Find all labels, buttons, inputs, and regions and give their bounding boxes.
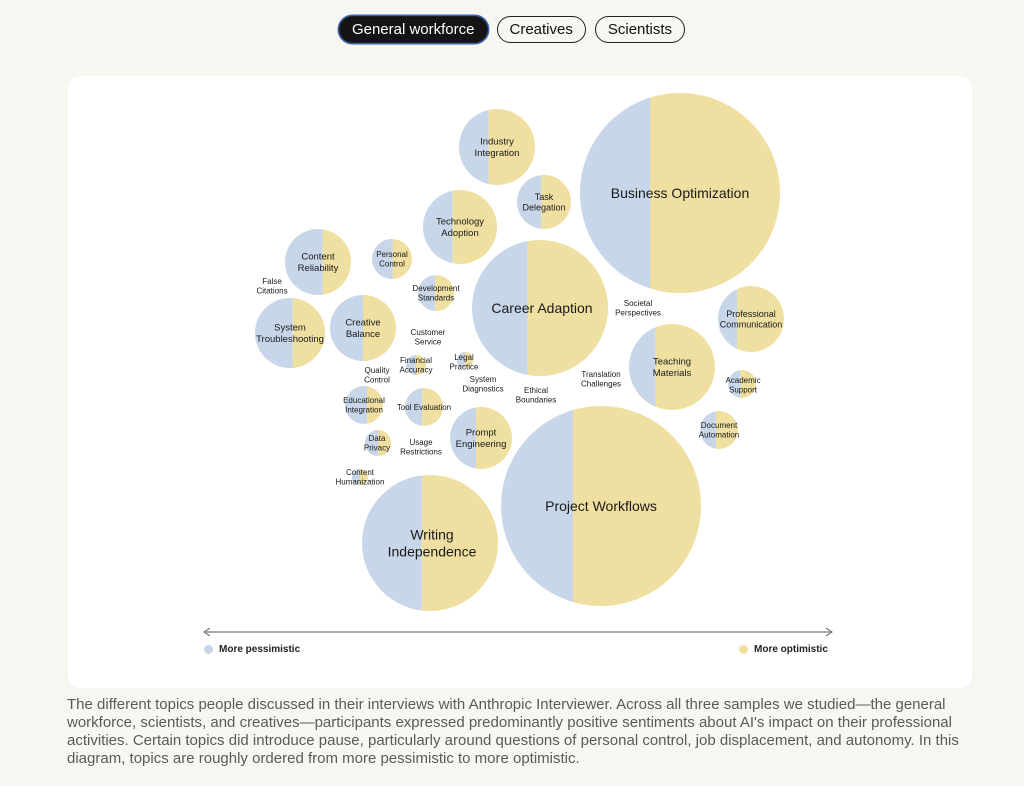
topic-label: Writing Independence — [388, 527, 477, 560]
optimistic-segment — [434, 275, 454, 311]
optimistic-segment — [715, 411, 738, 449]
tab-scientists[interactable]: Scientists — [594, 16, 686, 43]
topic-label: Educational Integration — [343, 396, 385, 415]
topic-label: Task Delegation — [522, 192, 565, 213]
pessimistic-segment — [352, 469, 360, 485]
topic-label: Development Standards — [412, 284, 460, 303]
diagram-card — [68, 76, 972, 688]
pessimistic-segment — [372, 239, 393, 279]
topic-bubble-document-automation — [700, 411, 738, 449]
topic-label: Usage Restrictions — [400, 438, 442, 457]
topic-label: Legal Practice — [450, 353, 479, 372]
topic-label: Quality Control — [364, 366, 390, 385]
legend-pessimistic-label: More pessimistic — [219, 644, 301, 655]
tab-general-workforce[interactable]: General workforce — [338, 16, 488, 43]
optimistic-segment — [422, 388, 443, 426]
optimistic-segment — [392, 239, 412, 279]
pessimistic-segment — [728, 370, 741, 398]
topic-label: Tool Evaluation — [397, 403, 451, 412]
optimistic-segment — [367, 386, 383, 424]
legend-optimistic-label: More optimistic — [754, 644, 828, 655]
topic-label: Academic Support — [725, 376, 760, 395]
topic-label: Ethical Boundaries — [516, 386, 556, 405]
pessimistic-segment — [406, 355, 416, 375]
topic-bubble-educational-integration — [345, 386, 383, 424]
pessimistic-segment — [405, 388, 423, 426]
pessimistic-segment — [718, 286, 738, 352]
topic-label: Societal Perspectives — [615, 299, 661, 318]
optimistic-segment — [740, 370, 756, 398]
pessimistic-segment — [700, 411, 716, 449]
pessimistic-segment — [629, 324, 656, 410]
topic-label: Professional Communication — [720, 309, 783, 330]
topic-label: Business Optimization — [611, 185, 750, 201]
topic-label: System Troubleshooting — [256, 323, 324, 345]
topic-bubble-financial-accuracy — [406, 355, 426, 375]
sample-tabs: General workforce Creatives Scientists — [0, 16, 1024, 43]
topic-label: Industry Integration — [475, 137, 520, 159]
topic-label: Document Automation — [699, 421, 739, 440]
topic-label: Content Reliability — [298, 252, 339, 274]
topic-label: Creative Balance — [345, 318, 380, 340]
arrow-right-icon — [825, 627, 833, 637]
topic-label: False Citations — [256, 277, 287, 296]
optimistic-segment — [416, 355, 426, 375]
optimistic-segment — [465, 352, 473, 368]
caption: The different topics people discussed in… — [67, 696, 959, 767]
optimistic-segment — [360, 469, 368, 485]
topic-label: Personal Control — [376, 250, 408, 269]
topic-bubble-professional-communication — [718, 286, 784, 352]
topic-bubble-content-humanization — [352, 469, 368, 485]
topic-label: Project Workflows — [545, 498, 657, 514]
topic-bubble-legal-practice — [457, 352, 473, 368]
topic-label: Technology Adoption — [436, 217, 484, 239]
topic-label: Career Adaption — [491, 300, 592, 316]
topic-label: Translation Challenges — [581, 370, 621, 389]
pessimistic-segment — [345, 386, 368, 424]
topic-label: Data Privacy — [364, 434, 390, 453]
topic-bubble-data-privacy — [365, 430, 391, 456]
pessimistic-segment — [418, 275, 435, 311]
legend-optimistic: More optimistic — [739, 644, 828, 655]
legend-pessimistic: More pessimistic — [204, 644, 300, 655]
pessimistic-segment — [457, 352, 465, 368]
pessimistic-segment — [365, 430, 378, 456]
topic-bubble-personal-control — [372, 239, 412, 279]
tab-creatives[interactable]: Creatives — [496, 16, 586, 43]
topic-bubble-tool-evaluation — [405, 388, 443, 426]
topic-label: Customer Service — [411, 328, 446, 347]
topic-bubble-development-standards — [418, 275, 454, 311]
arrow-left-icon — [203, 627, 211, 637]
optimistic-segment — [378, 430, 391, 456]
pessimistic-swatch — [204, 645, 213, 654]
optimistic-swatch — [739, 645, 748, 654]
topic-label: Content Humanization — [336, 468, 385, 487]
topic-label: System Diagnostics — [462, 375, 503, 394]
topic-label: Prompt Engineering — [456, 428, 507, 450]
topic-label: Teaching Materials — [653, 357, 692, 379]
topic-label: Financial Accuracy — [400, 356, 433, 375]
topic-bubble-academic-support — [728, 370, 756, 398]
